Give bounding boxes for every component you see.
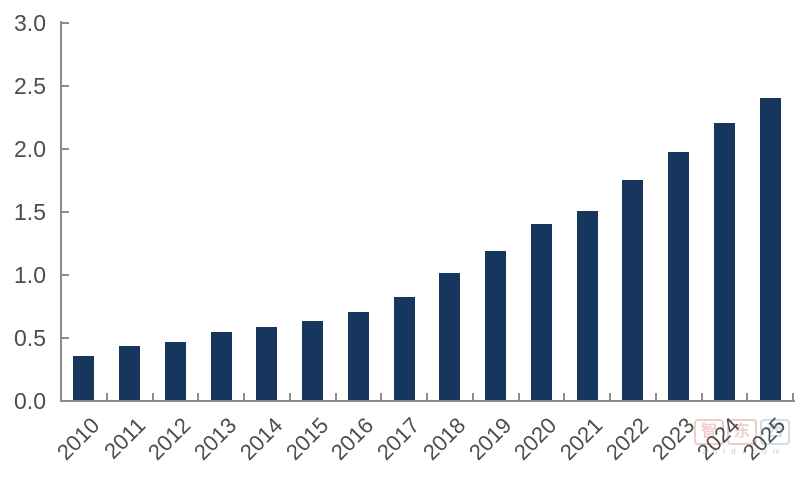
bar-2012 (164, 342, 186, 400)
x-tick-14 (700, 393, 703, 400)
bar-2014 (256, 327, 278, 400)
y-tick-1.0 (62, 274, 69, 277)
bar-2023 (668, 152, 690, 400)
x-tick-16 (792, 393, 794, 400)
y-tick-2.0 (62, 148, 69, 151)
y-axis-line (60, 21, 62, 402)
y-axis-label-2.0: 2.0 (14, 136, 46, 163)
x-tick-12 (609, 393, 611, 400)
y-axis-label-0.0: 0.0 (14, 388, 46, 414)
bar-2016 (347, 312, 369, 400)
x-tick-2 (151, 393, 154, 400)
y-axis-label-3.0: 3.0 (14, 10, 46, 37)
y-tick-3.0 (62, 22, 69, 25)
bar-2015 (302, 321, 324, 400)
x-tick-9 (471, 393, 474, 400)
bar-2022 (622, 180, 644, 400)
bar-2011 (119, 346, 141, 400)
bar-2020 (530, 224, 552, 400)
x-tick-5 (288, 393, 291, 400)
bar-2019 (485, 251, 507, 400)
y-tick-1.5 (62, 211, 69, 214)
bar-2013 (210, 332, 232, 400)
x-tick-6 (334, 393, 337, 400)
bar-2017 (393, 297, 415, 400)
y-tick-0.5 (62, 337, 69, 340)
y-axis-label-0.5: 0.5 (14, 325, 46, 352)
bar-2024 (713, 123, 735, 400)
x-tick-1 (105, 393, 108, 400)
x-tick-3 (197, 393, 200, 400)
bar-2010 (73, 356, 95, 400)
x-tick-4 (243, 393, 245, 400)
x-tick-7 (380, 393, 383, 400)
x-tick-13 (654, 393, 657, 400)
x-tick-11 (563, 393, 566, 400)
y-axis-label-1.0: 1.0 (14, 262, 46, 289)
x-tick-10 (517, 393, 520, 400)
y-tick-2.5 (62, 85, 69, 88)
y-axis-label-1.5: 1.5 (14, 199, 46, 226)
bar-2021 (576, 211, 598, 400)
x-tick-8 (426, 393, 428, 400)
y-axis-label-2.5: 2.5 (14, 73, 46, 100)
bar-2018 (439, 273, 461, 400)
bar-2025 (759, 98, 781, 400)
x-axis-line (60, 400, 795, 402)
x-tick-15 (746, 393, 749, 400)
